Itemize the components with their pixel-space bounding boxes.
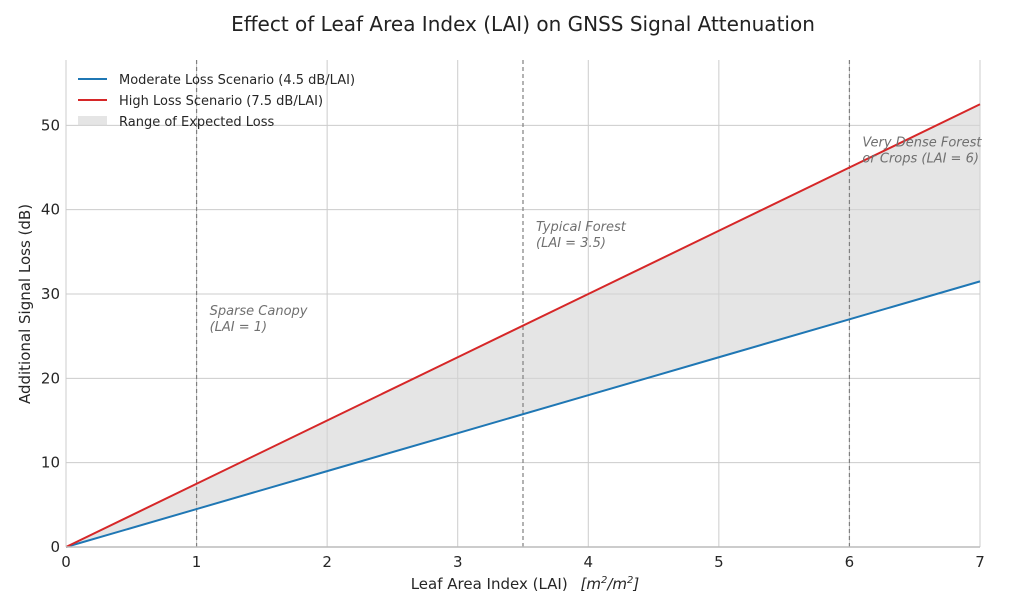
y-tick-label: 0	[50, 538, 60, 556]
legend-label: Moderate Loss Scenario (4.5 dB/LAI)	[119, 73, 355, 88]
moderate-loss-line	[65, 280, 981, 548]
y-tick-label: 30	[41, 285, 60, 303]
y-tick-label: 10	[41, 454, 60, 472]
y-tick-label: 50	[41, 116, 60, 134]
x-axis-label-unit: [m2/m2]	[581, 575, 640, 593]
x-tick-label: 1	[192, 553, 202, 571]
x-tick-label: 7	[975, 553, 985, 571]
x-tick-label: 4	[584, 553, 594, 571]
reference-annotation: Typical Forest (LAI = 3.5)	[536, 220, 627, 251]
annotations: Sparse Canopy (LAI = 1) Typical Forest (LAI…	[210, 135, 983, 335]
legend-label: High Loss Scenario (7.5 dB/LAI)	[119, 94, 323, 109]
y-tick-label: 40	[41, 201, 60, 219]
reference-annotation: Very Dense Forest or Crops (LAI = 6)	[862, 135, 982, 166]
y-axis-label: Additional Signal Loss (dB)	[16, 204, 34, 404]
x-tick-label: 0	[61, 553, 71, 571]
legend-label: Range of Expected Loss	[119, 115, 275, 130]
x-axis-label: Leaf Area Index (LAI) [m2/m2]	[411, 575, 640, 593]
legend: Moderate Loss Scenario (4.5 dB/LAI) High …	[78, 73, 355, 130]
x-tick-label: 6	[845, 553, 855, 571]
tick-labels: 0 1 2 3 4 5 6 7 0 10 20 30 40 50	[41, 116, 985, 571]
axes	[65, 60, 980, 548]
x-tick-label: 2	[322, 553, 332, 571]
x-tick-label: 5	[714, 553, 724, 571]
chart-title: Effect of Leaf Area Index (LAI) on GNSS …	[231, 12, 815, 36]
reference-annotation: Sparse Canopy (LAI = 1)	[210, 304, 308, 335]
legend-swatch-fill	[78, 116, 107, 126]
high-loss-line	[65, 103, 981, 548]
x-tick-label: 3	[453, 553, 463, 571]
y-tick-label: 20	[41, 369, 60, 387]
series-layer	[65, 103, 981, 548]
x-axis-label-main: Leaf Area Index (LAI)	[411, 575, 568, 593]
